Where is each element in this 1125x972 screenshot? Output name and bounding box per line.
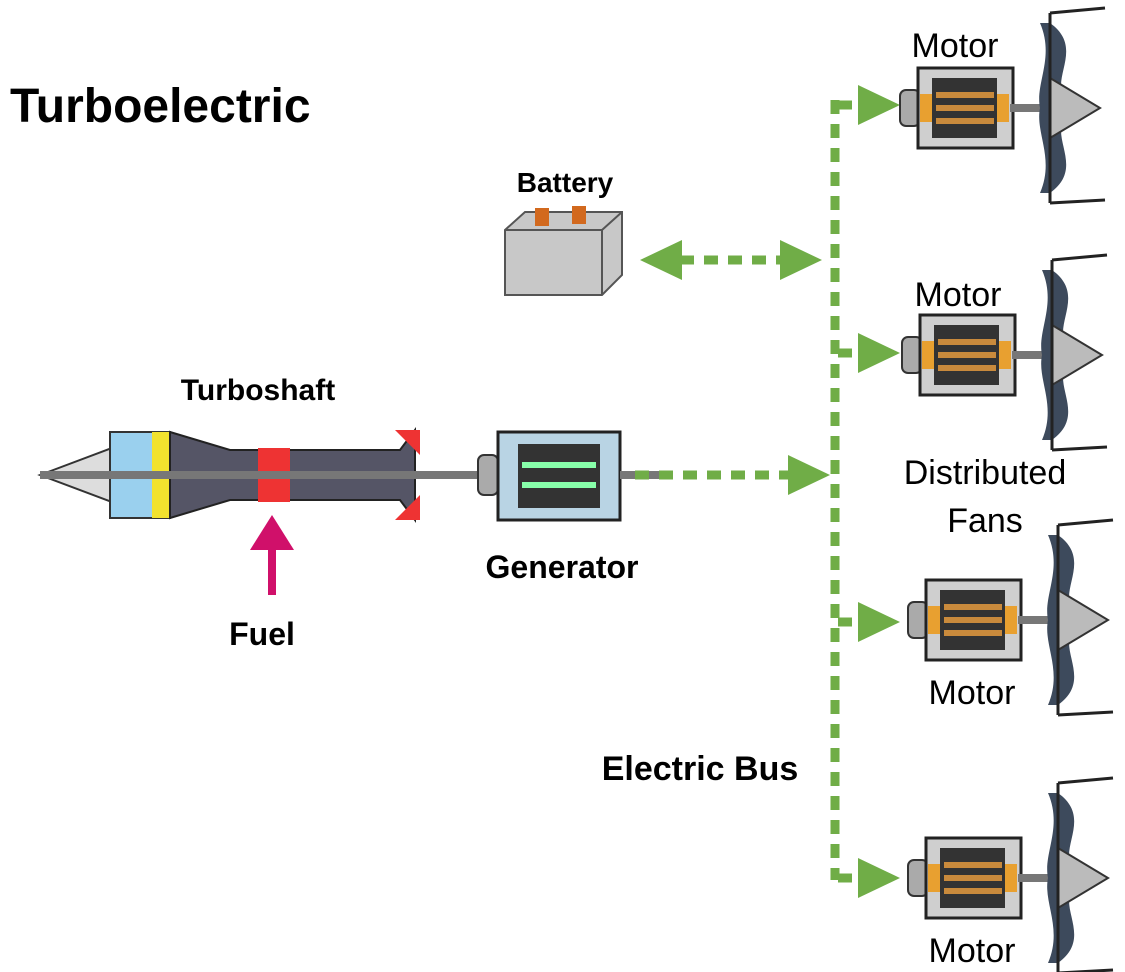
battery-icon <box>505 206 622 295</box>
motor-label: Motor <box>915 276 1002 314</box>
battery-label: Battery <box>517 167 614 198</box>
generator-label: Generator <box>486 549 639 585</box>
distributed-fans-label: Fans <box>947 502 1023 540</box>
fuel-arrow <box>250 515 294 595</box>
turboshaft-label: Turboshaft <box>181 374 335 407</box>
motor-links <box>838 85 900 898</box>
title: Turboelectric <box>10 80 311 133</box>
generator-link <box>635 455 830 495</box>
motor-label: Motor <box>929 932 1016 970</box>
distributed-fans-label: Distributed <box>904 454 1067 492</box>
motor-label: Motor <box>929 674 1016 712</box>
diagram: Turboelectric Battery Electric Bus Turbo… <box>0 0 1125 972</box>
motor-label: Motor <box>912 27 999 65</box>
electric-bus-label: Electric Bus <box>602 750 799 788</box>
turboshaft-icon <box>40 430 480 520</box>
fuel-label: Fuel <box>229 616 295 652</box>
battery-link <box>640 240 822 280</box>
